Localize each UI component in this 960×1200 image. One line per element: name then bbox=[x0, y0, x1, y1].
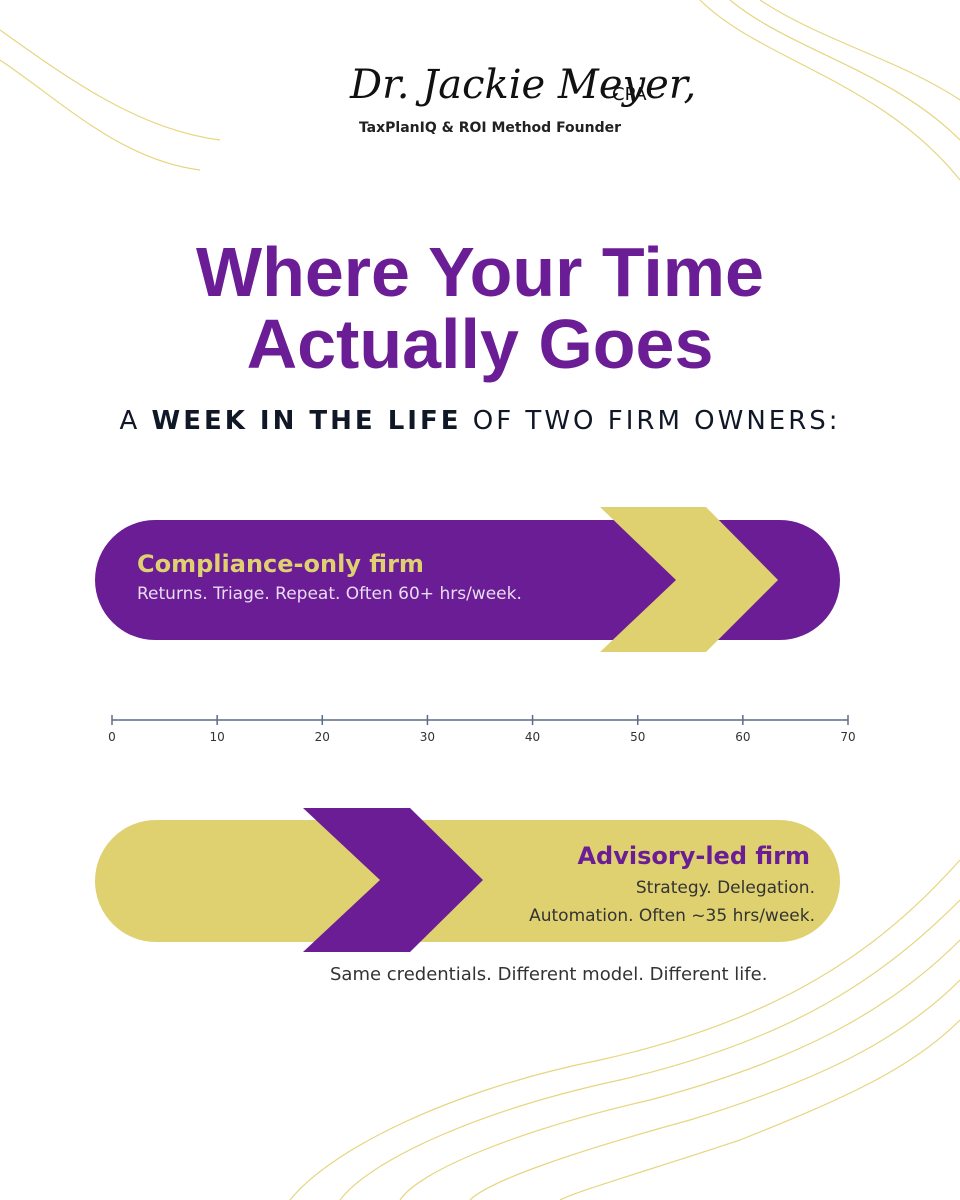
tick-label: 40 bbox=[524, 730, 541, 744]
subtitle-lead: A bbox=[119, 406, 141, 436]
chevron bbox=[600, 507, 778, 652]
compliance-description: Returns. Triage. Repeat. Often 60+ hrs/w… bbox=[137, 584, 522, 604]
chevron bbox=[303, 808, 483, 952]
tick-label: 70 bbox=[840, 730, 856, 744]
tick-label: 30 bbox=[419, 730, 436, 744]
advisory-label: Advisory-led firm bbox=[577, 842, 810, 870]
logo-credential: CPA bbox=[612, 84, 647, 105]
footer: Same credentials. Different model. Diffe… bbox=[330, 964, 768, 985]
advisory-description: Strategy. Delegation. Automation. Often ~… bbox=[529, 874, 815, 930]
axis-ticks bbox=[111, 715, 849, 725]
subtitle-rest: OF TWO FIRM OWNERS: bbox=[472, 406, 841, 436]
tagline: TaxPlanIQ & ROI Method Founder bbox=[358, 120, 622, 136]
subtitle: A WEEK IN THE LIFE OF TWO FIRM OWNERS: bbox=[0, 406, 960, 436]
description-line: Strategy. Delegation. bbox=[635, 878, 815, 898]
compliance-label: Compliance-only firm bbox=[137, 550, 424, 578]
tick-label: 50 bbox=[630, 730, 646, 744]
logo-name: Dr. Jackie Meyer, bbox=[350, 62, 697, 108]
tick-label: 20 bbox=[314, 730, 330, 744]
tick-label: 10 bbox=[209, 730, 225, 744]
description-line: Automation. Often ~35 hrs/week. bbox=[529, 906, 815, 926]
subtitle-emphasis: WEEK IN THE LIFE bbox=[151, 406, 462, 436]
title: Where Your Time Actually Goes bbox=[196, 233, 764, 383]
tick-label: 0 bbox=[108, 730, 116, 744]
tick-label: 60 bbox=[735, 730, 751, 744]
